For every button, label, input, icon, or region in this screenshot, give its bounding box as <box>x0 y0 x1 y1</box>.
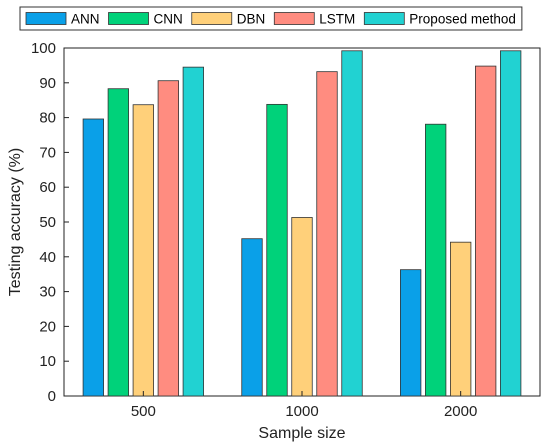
y-tick-label: 80 <box>39 110 56 127</box>
x-axis: 500 1000 2000 <box>131 391 477 420</box>
y-tick-label: 90 <box>39 75 56 92</box>
legend-swatch <box>25 12 67 25</box>
legend-swatch <box>191 12 233 25</box>
y-tick-label: 10 <box>39 353 56 370</box>
bar-cnn-500 <box>107 88 129 397</box>
legend-swatch <box>363 12 405 25</box>
y-tick-label: 30 <box>39 284 56 301</box>
x-tick-label: 1000 <box>285 403 318 420</box>
legend-label: DBN <box>237 12 266 27</box>
y-tick-label: 0 <box>48 388 56 405</box>
x-tick-label: 2000 <box>444 403 477 420</box>
x-axis-label: Sample size <box>258 425 345 442</box>
y-tick-label: 20 <box>39 318 56 335</box>
bar-dbn-2000 <box>450 241 472 397</box>
bar-proposed-method-500 <box>182 66 204 397</box>
legend-label: CNN <box>154 12 183 27</box>
y-tick-label: 100 <box>31 40 56 57</box>
y-tick-label: 40 <box>39 249 56 266</box>
bar-cnn-2000 <box>425 123 447 397</box>
bar-dbn-1000 <box>291 217 313 397</box>
bar-dbn-500 <box>132 104 154 397</box>
bar-ann-500 <box>82 118 104 397</box>
y-tick-label: 50 <box>39 214 56 231</box>
bar-proposed-method-2000 <box>500 50 522 397</box>
legend-swatch <box>273 12 315 25</box>
legend-label: Proposed method <box>409 12 516 27</box>
bar-lstm-2000 <box>475 65 497 397</box>
y-axis-label: Testing accuracy (%) <box>7 148 24 297</box>
legend-label: ANN <box>71 12 100 27</box>
bar-cnn-1000 <box>266 103 288 397</box>
bar-lstm-1000 <box>316 71 338 397</box>
y-tick-label: 60 <box>39 179 56 196</box>
y-tick-label: 70 <box>39 144 56 161</box>
y-axis: 0 10 20 30 40 50 60 70 80 90 100 <box>31 40 69 405</box>
legend-swatch <box>108 12 149 25</box>
bars <box>82 50 522 397</box>
bar-ann-1000 <box>241 238 263 397</box>
x-tick-label: 500 <box>131 403 156 420</box>
legend: ANN CNN DBN LSTM Proposed method <box>19 6 523 31</box>
bar-proposed-method-1000 <box>341 50 363 397</box>
legend-label: LSTM <box>319 12 355 27</box>
bar-ann-2000 <box>400 269 422 397</box>
bar-lstm-500 <box>157 80 179 397</box>
